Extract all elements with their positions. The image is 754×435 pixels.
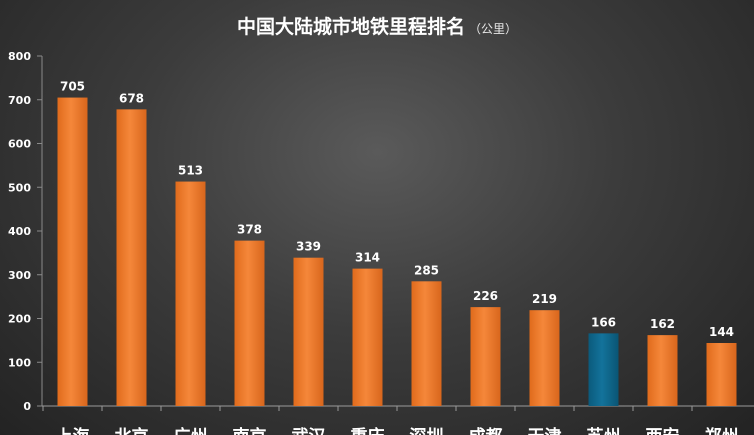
category-label-5: 重庆 xyxy=(351,426,385,435)
data-label-3: 378 xyxy=(237,223,262,237)
bar-2 xyxy=(175,181,206,406)
chart-title-main: 中国大陆城市地铁里程排名 xyxy=(237,15,465,38)
bar-0 xyxy=(57,97,88,406)
bars-group xyxy=(57,97,737,406)
data-label-9: 166 xyxy=(591,315,616,329)
category-label-9: 苏州 xyxy=(587,426,621,435)
bar-9 xyxy=(588,333,619,406)
data-label-11: 144 xyxy=(709,325,734,339)
chart-title: 中国大陆城市地铁里程排名 （公里） xyxy=(237,15,517,38)
bar-11 xyxy=(706,343,737,406)
y-tick-label: 200 xyxy=(8,313,31,326)
bar-3 xyxy=(234,240,265,406)
data-label-1: 678 xyxy=(119,91,144,105)
category-label-8: 天津 xyxy=(528,426,562,435)
data-label-6: 285 xyxy=(414,263,439,277)
bar-8 xyxy=(529,310,560,406)
category-label-2: 广州 xyxy=(174,426,208,435)
data-label-4: 339 xyxy=(296,240,321,254)
category-label-10: 西安 xyxy=(646,426,680,435)
data-label-7: 226 xyxy=(473,289,498,303)
bar-10 xyxy=(647,335,678,406)
data-labels-group: 705 678 513 378 339 314 285 226 219 166 162 144 xyxy=(60,80,734,339)
y-tick-label: 400 xyxy=(8,225,31,238)
y-tick-label: 100 xyxy=(8,356,31,369)
y-tick-label: 700 xyxy=(8,94,31,107)
bar-4 xyxy=(293,257,324,406)
y-tick-label: 500 xyxy=(8,181,31,194)
data-label-8: 219 xyxy=(532,292,557,306)
data-label-0: 705 xyxy=(60,80,85,94)
chart-title-unit: （公里） xyxy=(469,22,517,36)
category-label-6: 深圳 xyxy=(410,426,444,435)
y-tick-label: 800 xyxy=(8,50,31,63)
y-tick-label: 300 xyxy=(8,269,31,282)
y-tick-label: 0 xyxy=(23,400,31,413)
category-labels-group: 上海 北京 广州 南京 武汉 重庆 深圳 成都 天津 苏州 西安 郑州 xyxy=(56,426,739,435)
y-tick-label: 600 xyxy=(8,138,31,151)
category-label-7: 成都 xyxy=(469,426,503,435)
data-label-10: 162 xyxy=(650,317,675,331)
x-axis-ticks xyxy=(42,406,693,411)
category-label-3: 南京 xyxy=(233,426,267,435)
bar-5 xyxy=(352,268,383,406)
bar-7 xyxy=(470,307,501,406)
bar-6 xyxy=(411,281,442,406)
category-label-1: 北京 xyxy=(115,426,149,435)
bar-1 xyxy=(116,109,147,406)
data-label-2: 513 xyxy=(178,164,203,178)
y-axis-ticks: 0 100 200 300 400 500 600 700 800 xyxy=(8,50,42,413)
category-label-11: 郑州 xyxy=(705,426,739,435)
category-label-4: 武汉 xyxy=(292,426,327,435)
category-label-0: 上海 xyxy=(56,426,90,435)
data-label-5: 314 xyxy=(355,251,380,265)
